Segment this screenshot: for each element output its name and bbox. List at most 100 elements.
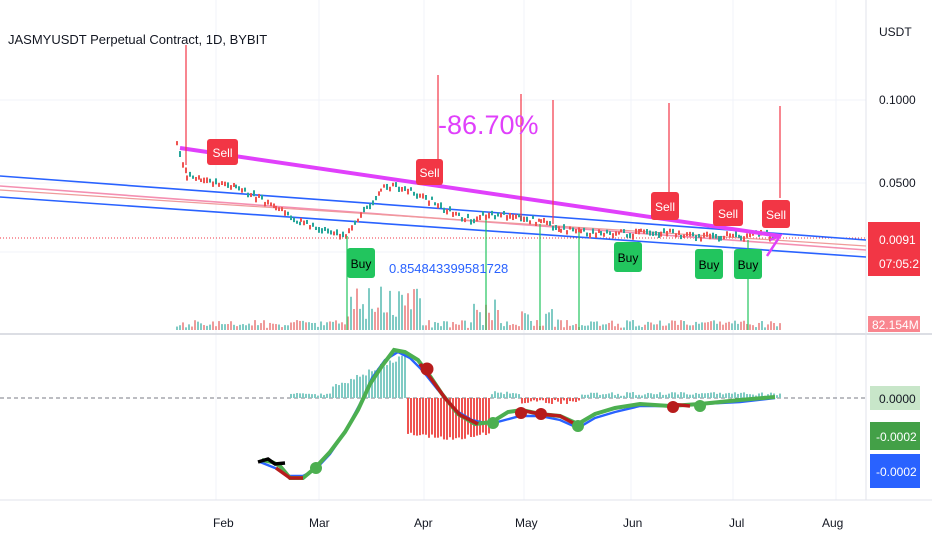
time-tick-label: Jun (623, 516, 642, 530)
macd-hist-bar (770, 392, 772, 398)
macd-hist-bar (689, 394, 691, 398)
macd-hist-bar (659, 392, 661, 398)
volume-bar (290, 322, 292, 330)
macd-hist-bar (308, 393, 310, 398)
price-candle (250, 193, 252, 198)
volume-bar (272, 323, 274, 330)
price-candle (488, 212, 490, 219)
macd-hist-bar (575, 398, 577, 403)
volume-bar (188, 324, 190, 330)
volume-bar (386, 312, 388, 330)
price-candle (258, 193, 260, 198)
volume-bar (266, 327, 268, 330)
price-candle (437, 203, 439, 209)
volume-bar (716, 323, 718, 330)
price-candle (264, 201, 266, 207)
volume-bar (548, 312, 550, 330)
volume-bar (323, 325, 325, 330)
volume-bar (239, 324, 241, 330)
svg-text:82.154M: 82.154M (872, 318, 919, 332)
price-candle (560, 228, 562, 233)
volume-bar (353, 308, 355, 330)
volume-bar (740, 321, 742, 330)
volume-bar (566, 320, 568, 330)
volume-bar (314, 322, 316, 330)
macd-hist-bar (410, 398, 412, 433)
volume-bar (488, 312, 490, 330)
volume-bar (401, 294, 403, 330)
volume-bar (467, 327, 469, 330)
price-tick-label: 0.1000 (879, 93, 916, 107)
macd-hist-bar (341, 382, 343, 398)
volume-bar (332, 321, 334, 330)
macd-hist-bar (554, 398, 556, 401)
price-candle (476, 216, 478, 222)
buy-label: Buy (695, 249, 723, 279)
volume-bars (176, 286, 781, 330)
volume-bar (599, 325, 601, 330)
macd-hist-bar (407, 398, 409, 434)
volume-bar (470, 322, 472, 330)
macd-hist-bar (560, 398, 562, 404)
channel-lower-line (0, 196, 867, 258)
macd-hist-bar (749, 394, 751, 398)
price-candle (532, 215, 534, 219)
price-candle (446, 209, 448, 215)
macd-hist-bar (314, 394, 316, 398)
volume-bar (245, 325, 247, 330)
price-candle (375, 195, 377, 201)
price-candle (392, 182, 394, 187)
price-candle (416, 193, 418, 199)
price-candle (209, 178, 211, 183)
price-candle (552, 225, 554, 231)
buy-label: Buy (614, 242, 642, 272)
volume-bar (428, 320, 430, 330)
price-candle (569, 226, 571, 230)
volume-bar (701, 322, 703, 330)
price-candle (485, 214, 487, 220)
volume-bar (197, 321, 199, 330)
price-candle (626, 234, 628, 238)
volume-bar (770, 321, 772, 330)
macd-hist-bar (746, 394, 748, 398)
price-candle (606, 229, 608, 234)
price-candle (186, 175, 188, 181)
price-candle (566, 230, 568, 235)
volume-bar (191, 326, 193, 330)
macd-hist-bar (479, 398, 481, 435)
price-candle (366, 205, 368, 209)
price-candle (518, 213, 520, 218)
macd-line-neg (274, 466, 303, 480)
macd-hist-bar (338, 385, 340, 398)
volume-bar (410, 309, 412, 330)
macd-hist-bar (419, 398, 421, 436)
price-candle (306, 219, 308, 224)
price-candle (241, 188, 243, 193)
volume-bar (413, 289, 415, 330)
volume-bar (542, 325, 544, 330)
volume-bar (527, 314, 529, 330)
price-candle (303, 220, 305, 226)
macd-hist-bar (608, 393, 610, 398)
volume-bar (719, 321, 721, 330)
macd-hist-bar (398, 356, 400, 398)
volume-bar (305, 322, 307, 330)
price-candle (244, 187, 246, 192)
price-candle (538, 218, 540, 222)
macd-hist-bar (485, 398, 487, 436)
volume-bar (335, 320, 337, 330)
macd-hist-bar (719, 392, 721, 398)
volume-bar (221, 324, 223, 330)
volume-bar (443, 321, 445, 330)
price-candle (529, 220, 531, 225)
volume-bar (584, 325, 586, 330)
svg-text:Sell: Sell (655, 200, 675, 214)
macd-hist-bar (506, 391, 508, 398)
price-candle (580, 229, 582, 234)
volume-bar (269, 322, 271, 330)
macd-hist-bar (395, 361, 397, 398)
macd-hist-bar (392, 362, 394, 398)
macd-hist-bar (299, 393, 301, 398)
volume-bar (329, 321, 331, 330)
volume-bar (590, 321, 592, 330)
